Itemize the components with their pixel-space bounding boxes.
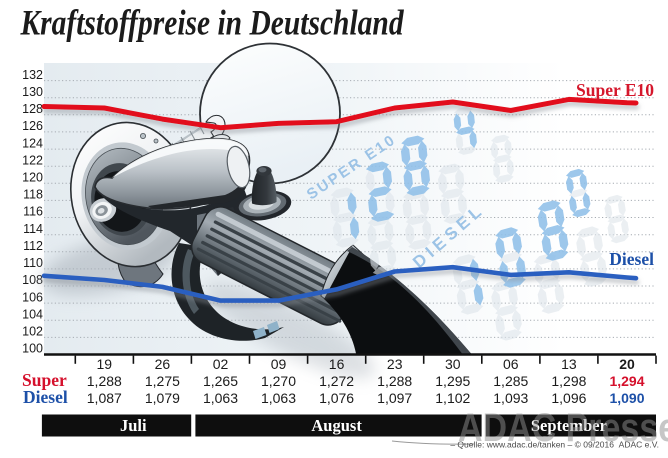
svg-text:116: 116 [23,205,43,219]
svg-text:120: 120 [22,171,43,185]
svg-text:1,294: 1,294 [609,373,644,389]
svg-text:1,275: 1,275 [145,373,180,389]
svg-text:Juli: Juli [120,416,147,435]
svg-text:20: 20 [619,356,635,372]
svg-text:19: 19 [97,356,113,372]
svg-text:09: 09 [271,356,287,372]
svg-text:1,076: 1,076 [319,390,354,406]
svg-text:September: September [531,416,607,435]
svg-text:16: 16 [329,356,345,372]
svg-text:114: 114 [23,222,43,236]
svg-text:1,090: 1,090 [609,390,644,406]
svg-text:1,102: 1,102 [435,390,470,406]
svg-text:Diesel: Diesel [609,249,654,269]
svg-text:02: 02 [213,356,229,372]
svg-text:128: 128 [22,102,43,116]
svg-text:1,093: 1,093 [493,390,528,406]
svg-text:1,079: 1,079 [145,390,180,406]
svg-text:1,063: 1,063 [261,390,296,406]
svg-text:13: 13 [561,356,577,372]
svg-text:118: 118 [23,188,43,202]
svg-text:1,097: 1,097 [377,390,412,406]
svg-text:108: 108 [22,273,43,287]
svg-text:122: 122 [22,153,43,167]
svg-text:132: 132 [22,68,43,82]
svg-text:August: August [311,416,362,435]
svg-text:23: 23 [387,356,403,372]
svg-text:1,265: 1,265 [203,373,238,389]
svg-text:1,270: 1,270 [261,373,296,389]
svg-text:1,087: 1,087 [87,390,122,406]
svg-text:106: 106 [22,290,43,304]
svg-text:Super E10: Super E10 [576,80,654,100]
svg-text:1,096: 1,096 [551,390,586,406]
svg-text:1,288: 1,288 [377,373,412,389]
svg-text:102: 102 [22,325,43,339]
svg-text:Kraftstoffpreise in Deutschlan: Kraftstoffpreise in Deutschland [20,4,404,43]
svg-text:110: 110 [23,256,43,270]
svg-text:124: 124 [22,136,43,150]
svg-text:Super: Super [22,370,67,390]
svg-text:1,288: 1,288 [87,373,122,389]
svg-text:30: 30 [445,356,461,372]
svg-text:1,285: 1,285 [493,373,528,389]
svg-text:1,295: 1,295 [435,373,470,389]
svg-text:1,298: 1,298 [551,373,586,389]
svg-text:1,272: 1,272 [319,373,354,389]
svg-text:126: 126 [22,119,43,133]
svg-text:06: 06 [503,356,519,372]
svg-text:104: 104 [22,308,43,322]
svg-text:112: 112 [23,239,43,253]
svg-text:26: 26 [155,356,171,372]
svg-text:1,063: 1,063 [203,390,238,406]
svg-text:ADAC Presse: ADAC Presse [458,404,668,449]
svg-text:– Quelle: www.adac.de/tanken –: – Quelle: www.adac.de/tanken – © 09/2016… [450,440,659,450]
svg-text:130: 130 [22,85,43,99]
svg-text:100: 100 [22,342,43,356]
svg-text:Diesel: Diesel [23,387,68,407]
